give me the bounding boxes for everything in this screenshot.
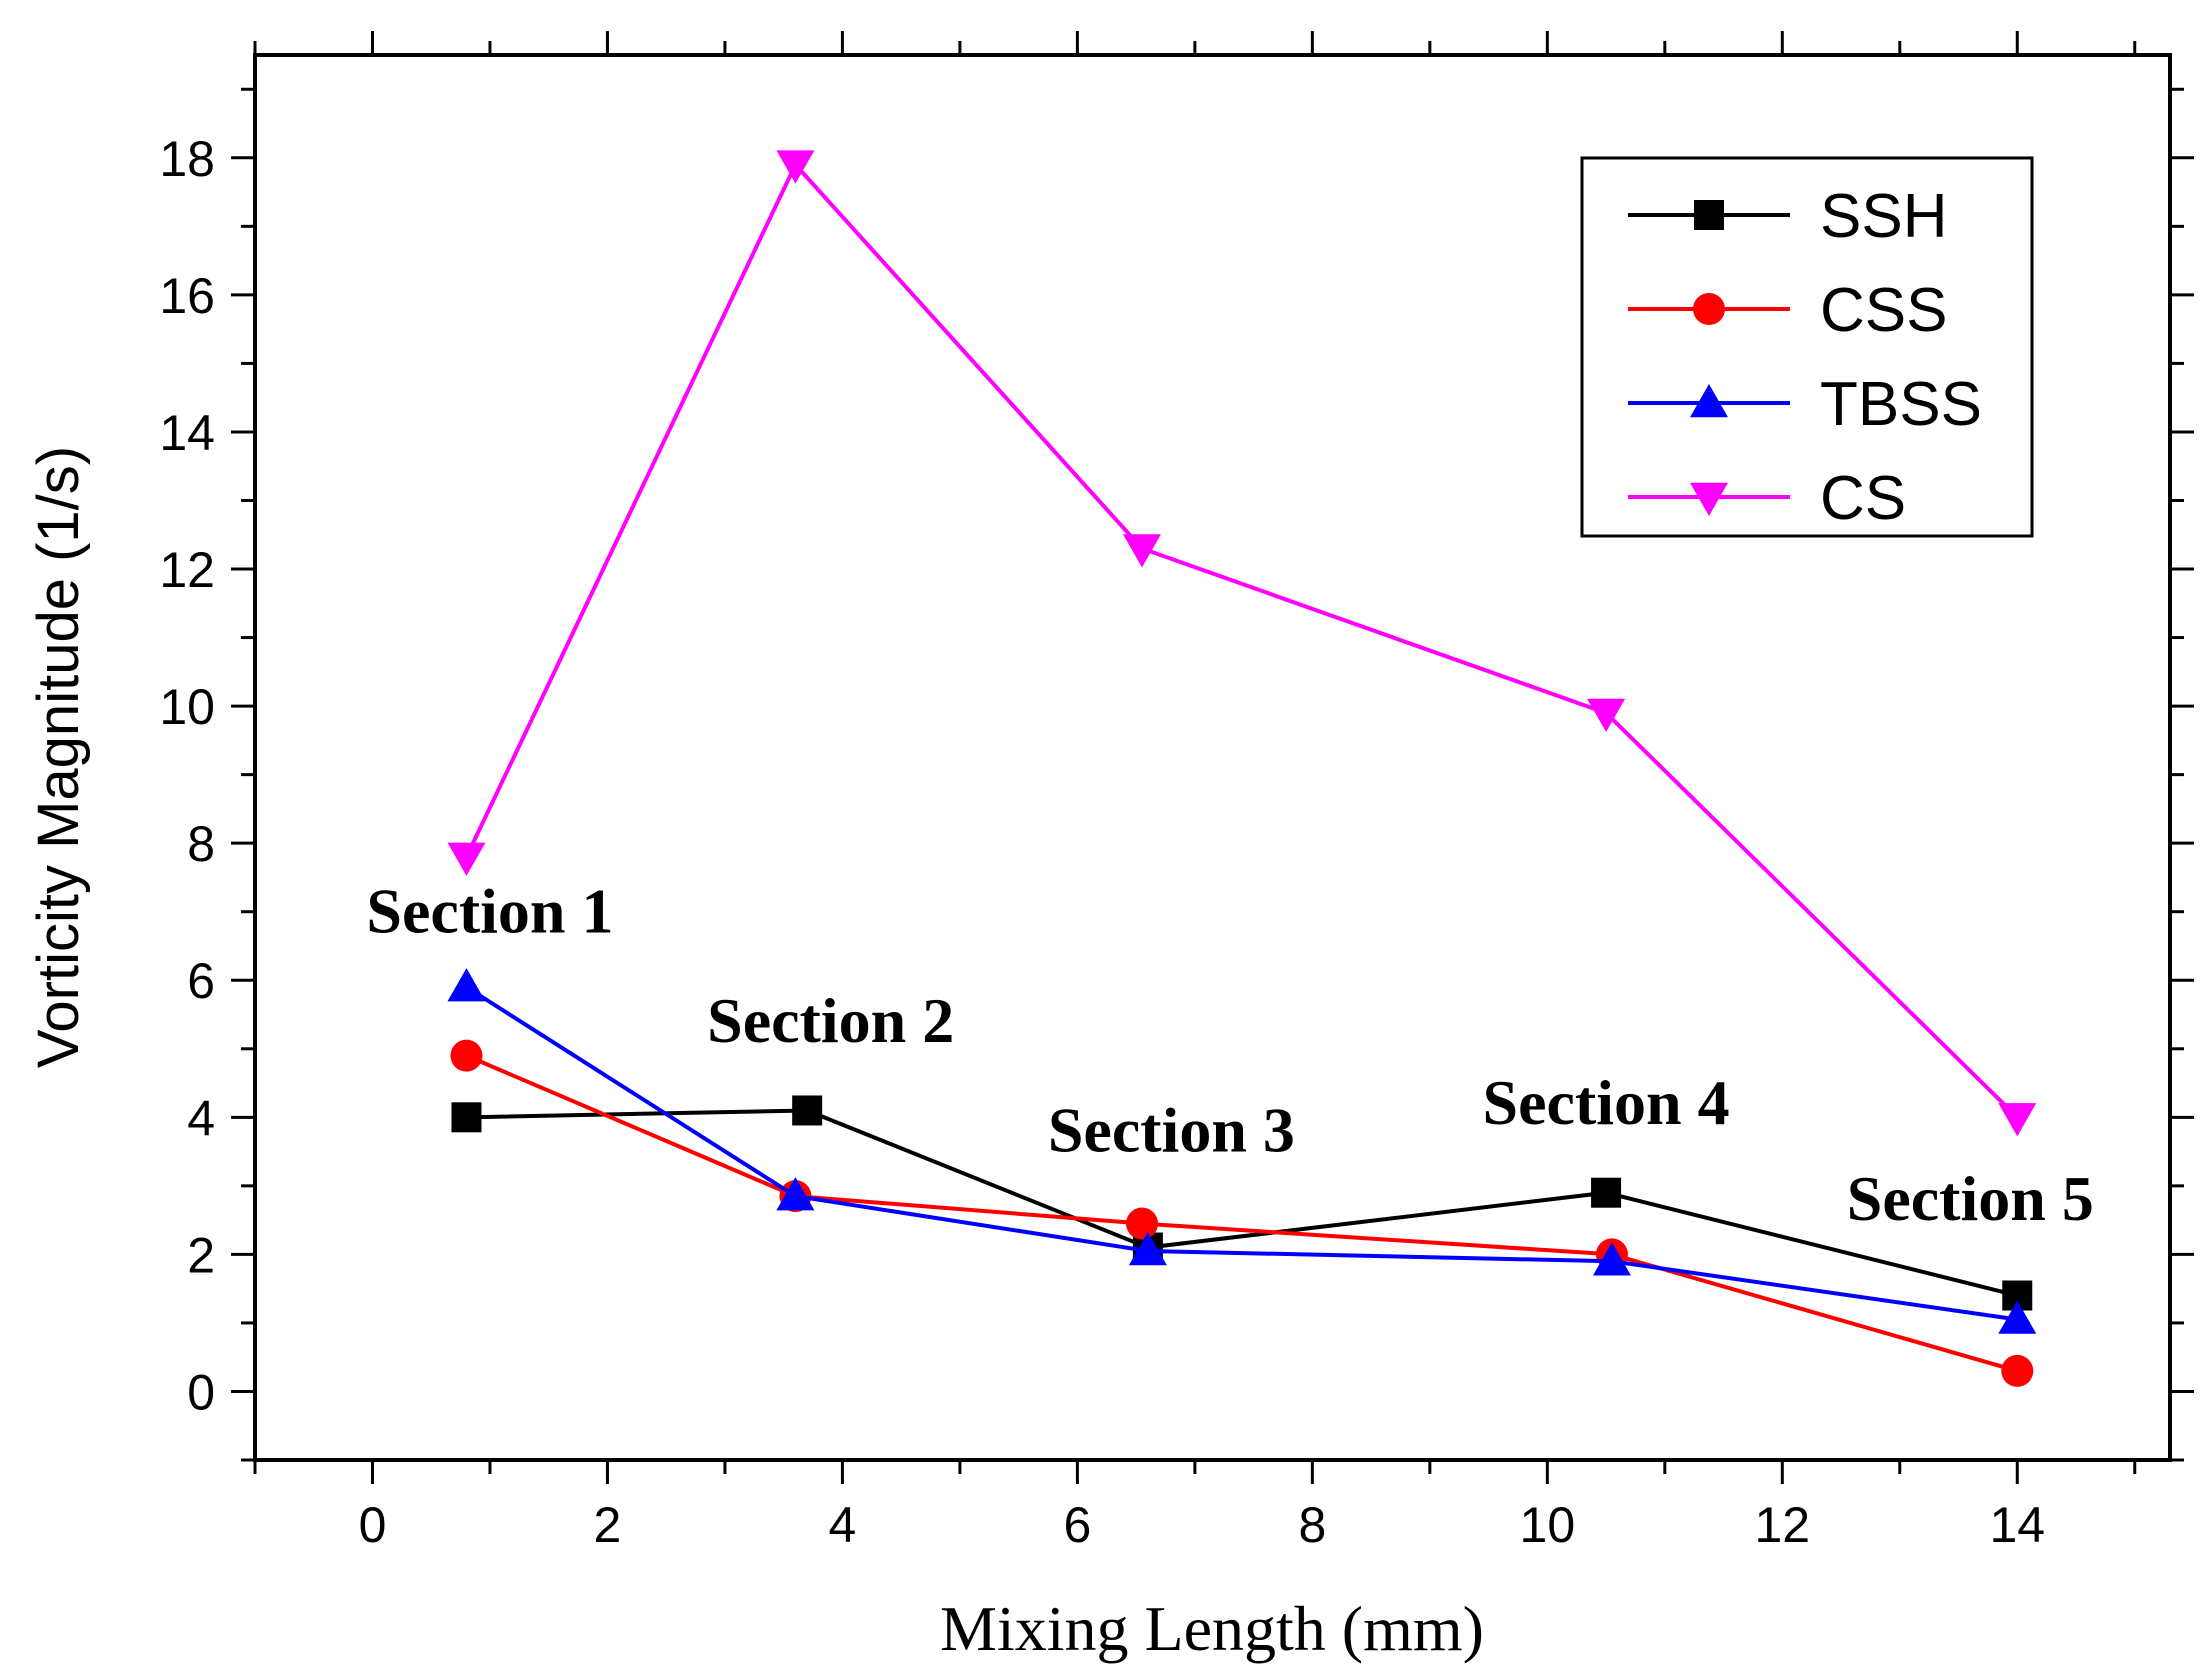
x-tick-label: 8 xyxy=(1298,1497,1326,1553)
series-cs xyxy=(447,150,2037,1137)
data-point-cs xyxy=(1123,534,1162,568)
data-point-css xyxy=(450,1039,483,1072)
section-label: Section 5 xyxy=(1847,1163,2094,1234)
y-tick-label: 6 xyxy=(187,953,215,1009)
legend-box xyxy=(1580,156,2034,538)
x-tick-label: 14 xyxy=(1989,1497,2045,1553)
legend-items: SSH CSS TBSS CS xyxy=(1628,182,1982,533)
legend-label-tbss: TBSS xyxy=(1820,370,1982,439)
data-point-css xyxy=(1126,1207,1159,1240)
data-point-css xyxy=(2001,1354,2034,1387)
y-tick-label: 18 xyxy=(159,131,215,187)
data-point-tbss xyxy=(1128,1231,1167,1266)
y-tick-label: 8 xyxy=(187,816,215,872)
data-series xyxy=(447,150,2037,1387)
x-tick-label: 12 xyxy=(1754,1497,1810,1553)
axis-ticks xyxy=(231,31,2194,1484)
section-label: Section 4 xyxy=(1483,1067,1730,1138)
data-point-tbss xyxy=(1592,1242,1631,1276)
data-point-cs xyxy=(1998,1103,2037,1137)
data-point-tbss xyxy=(1998,1300,2037,1334)
x-tick-label: 6 xyxy=(1063,1497,1091,1553)
legend-item-tbss: TBSS xyxy=(1628,370,1982,439)
data-point-cs xyxy=(776,150,815,184)
legend-item-ssh: SSH xyxy=(1628,182,1947,251)
x-tick-label: 0 xyxy=(359,1497,387,1553)
data-point-ssh xyxy=(451,1102,482,1133)
legend-marker-tbss xyxy=(1690,384,1728,418)
y-tick-label: 12 xyxy=(159,542,215,598)
legend-label-css: CSS xyxy=(1820,276,1947,345)
y-tick-label: 16 xyxy=(159,268,215,324)
series-tbss xyxy=(447,968,2037,1334)
legend: SSH CSS TBSS CS xyxy=(1580,156,2034,538)
data-point-ssh xyxy=(1591,1177,1622,1208)
plot-frame xyxy=(253,53,2172,1462)
data-point-tbss xyxy=(447,968,486,1002)
x-axis-title: Mixing Length (mm) xyxy=(940,1593,1484,1664)
y-tick-label: 0 xyxy=(187,1364,215,1420)
legend-marker-ssh xyxy=(1694,200,1724,230)
data-point-ssh xyxy=(792,1095,823,1126)
series-css xyxy=(450,1039,2034,1387)
y-axis-title: Vorticity Magnitude (1/s) xyxy=(26,446,91,1068)
legend-marker-cs xyxy=(1690,482,1728,516)
section-label: Section 2 xyxy=(707,985,954,1056)
section-label: Section 1 xyxy=(366,875,613,946)
x-tick-label: 4 xyxy=(829,1497,857,1553)
y-tick-label: 4 xyxy=(187,1090,215,1146)
data-point-cs xyxy=(447,842,486,876)
section-label: Section 3 xyxy=(1048,1095,1295,1166)
data-point-cs xyxy=(1587,698,1626,732)
section-annotations: Section 1 Section 2 Section 3 Section 4 Sect… xyxy=(366,875,2093,1234)
legend-item-css: CSS xyxy=(1628,276,1947,345)
legend-label-cs: CS xyxy=(1820,464,1906,533)
y-tick-label: 10 xyxy=(159,679,215,735)
x-tick-label: 2 xyxy=(594,1497,622,1553)
x-tick-label: 10 xyxy=(1520,1497,1576,1553)
legend-marker-css xyxy=(1693,293,1725,325)
legend-item-cs: CS xyxy=(1628,464,1906,533)
tick-labels: 0 2 4 6 8 10 12 14 0 2 4 6 8 10 12 14 16 18 xyxy=(159,131,2045,1553)
y-tick-label: 14 xyxy=(159,405,215,461)
legend-label-ssh: SSH xyxy=(1820,182,1947,251)
y-tick-label: 2 xyxy=(187,1227,215,1283)
data-point-tbss xyxy=(776,1177,815,1211)
